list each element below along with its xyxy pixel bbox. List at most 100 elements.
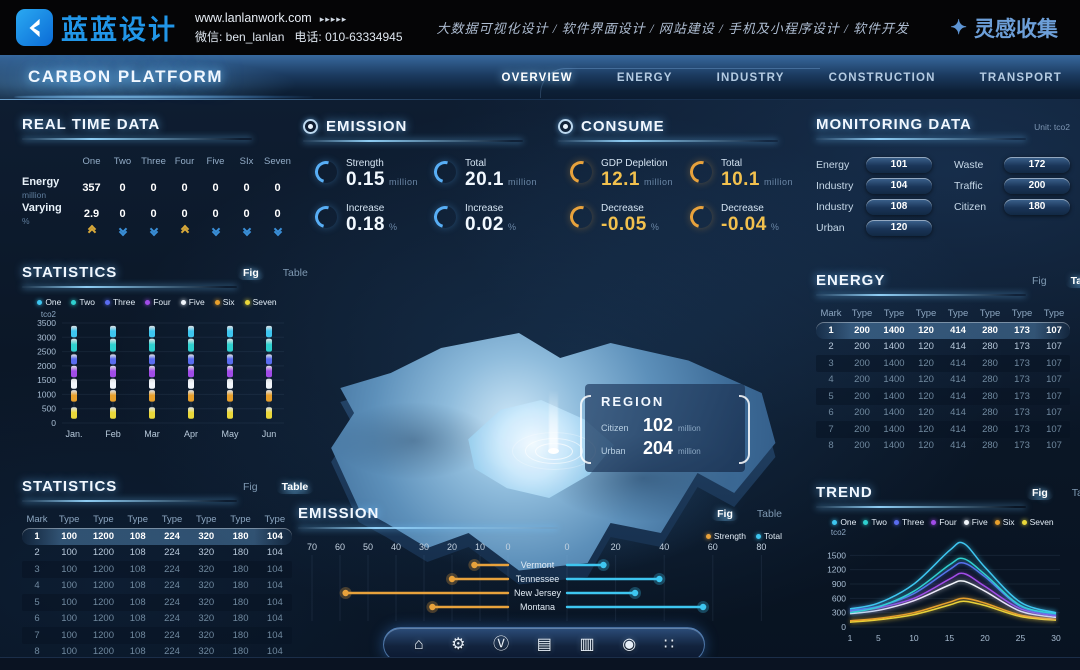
table-row[interactable]: 2 100 1200 108 224 320 180 104 bbox=[22, 545, 292, 562]
tab-fig[interactable]: Fig bbox=[1026, 486, 1054, 500]
collect-star-icon: ✦ bbox=[950, 17, 967, 39]
rt-value: 0 bbox=[274, 182, 281, 194]
apps-grid-icon[interactable]: ∷ bbox=[663, 635, 675, 653]
table-cell: 2 bbox=[34, 547, 40, 559]
y-tick-label: 600 bbox=[832, 593, 846, 603]
table-row[interactable]: 6 200 1400 120 414 280 173 107 bbox=[816, 405, 1070, 422]
x-tick-label: 20 bbox=[980, 633, 990, 643]
website-link[interactable]: www.lanlanwork.com bbox=[195, 10, 312, 25]
table-row[interactable]: 8 100 1200 108 224 320 180 104 bbox=[22, 644, 292, 661]
table-cell: 107 bbox=[1046, 423, 1062, 435]
beacon-beam bbox=[549, 390, 558, 452]
legend-item-four: Four bbox=[145, 297, 171, 307]
monitoring-label: Waste bbox=[954, 158, 984, 171]
region-stat-label: Citizen bbox=[601, 423, 629, 433]
table-cell: 180 bbox=[232, 530, 249, 542]
state-label: Tennessee bbox=[516, 574, 560, 584]
tab-table[interactable]: Table bbox=[1064, 274, 1080, 288]
tab-fig[interactable]: Fig bbox=[237, 266, 265, 280]
tab-table[interactable]: Table bbox=[275, 480, 315, 494]
table-cell: 414 bbox=[950, 407, 966, 419]
legend-label: Three bbox=[901, 517, 925, 527]
chart-window-icon[interactable]: ▥ bbox=[579, 635, 595, 653]
nav-tab-overview[interactable]: OVERVIEW bbox=[501, 71, 573, 84]
tab-fig[interactable]: Fig bbox=[711, 507, 739, 521]
dashboard-main: REGION Citizen 102 million Urban 204 million … bbox=[0, 100, 1080, 670]
left-axis-tick: 40 bbox=[391, 542, 401, 552]
table-row[interactable]: 5 100 1200 108 224 320 180 104 bbox=[22, 594, 292, 611]
y-tick-label: 1200 bbox=[827, 565, 846, 575]
table-cell: 108 bbox=[129, 613, 146, 625]
table-cell: 224 bbox=[164, 580, 180, 592]
metric-unit: % bbox=[388, 222, 398, 232]
segment-three bbox=[149, 354, 155, 365]
table-cell: 200 bbox=[854, 407, 870, 419]
table-cell: 8 bbox=[34, 646, 40, 658]
table-cell: 173 bbox=[1014, 423, 1030, 435]
legend-label: One bbox=[840, 517, 857, 527]
table-row[interactable]: 2 200 1400 120 414 280 173 107 bbox=[816, 339, 1070, 356]
table-cell: 120 bbox=[918, 374, 934, 386]
nav-tab-transport[interactable]: TRANSPORT bbox=[979, 71, 1062, 84]
right-axis-tick: 60 bbox=[708, 542, 718, 552]
panel-real-time-data: REAL TIME DATA One Two Three Four Five SIx Sev… bbox=[22, 116, 294, 237]
gear-icon[interactable]: ⚙ bbox=[451, 635, 466, 653]
rt-value: 0 bbox=[181, 182, 188, 194]
tab-fig[interactable]: Fig bbox=[1032, 275, 1047, 287]
state-label: Montana bbox=[520, 602, 555, 612]
table-cell: 104 bbox=[266, 646, 283, 658]
table-row[interactable]: 1 100 1200 108 224 320 180 104 bbox=[22, 528, 292, 545]
column-header: Type bbox=[1011, 307, 1033, 319]
tab-fig[interactable]: Fig bbox=[243, 481, 258, 493]
table-row[interactable]: 3 100 1200 108 224 320 180 104 bbox=[22, 561, 292, 578]
table-row[interactable]: 6 100 1200 108 224 320 180 104 bbox=[22, 611, 292, 628]
table-row[interactable]: 4 100 1200 108 224 320 180 104 bbox=[22, 578, 292, 595]
table-row[interactable]: 4 200 1400 120 414 280 173 107 bbox=[816, 372, 1070, 389]
nav-tab-construction[interactable]: CONSTRUCTION bbox=[828, 71, 936, 84]
home-icon[interactable]: ⌂ bbox=[413, 635, 424, 653]
state-label: Vermont bbox=[521, 560, 555, 570]
column-header: Type bbox=[947, 307, 969, 319]
segment-four bbox=[71, 365, 77, 378]
tab-table[interactable]: Table bbox=[756, 508, 782, 520]
table-cell: 180 bbox=[232, 646, 249, 658]
left-axis-tick: 30 bbox=[419, 542, 429, 552]
collect-link[interactable]: ✦ 灵感收集 bbox=[950, 13, 1058, 43]
nut-icon[interactable]: ◉ bbox=[622, 635, 637, 653]
rt-value: 0 bbox=[119, 208, 126, 220]
monitoring-label: Energy bbox=[816, 158, 850, 171]
y-tick-label: 3500 bbox=[37, 318, 56, 328]
table-row[interactable]: 1 200 1400 120 414 280 173 107 bbox=[816, 322, 1070, 339]
table-row[interactable]: 7 200 1400 120 414 280 173 107 bbox=[816, 421, 1070, 438]
beacon-marker[interactable] bbox=[548, 448, 559, 454]
nav-tab-energy[interactable]: ENERGY bbox=[616, 71, 673, 84]
title-underline bbox=[303, 140, 523, 142]
rt-value: 0 bbox=[150, 182, 157, 194]
table-row[interactable]: 5 200 1400 120 414 280 173 107 bbox=[816, 388, 1070, 405]
statistics-legend: One Two Three Four Five Six Seven bbox=[22, 297, 292, 307]
segment-two bbox=[110, 338, 116, 352]
monitoring-row: Urban 120 bbox=[816, 217, 932, 238]
table-cell: 100 bbox=[61, 580, 78, 592]
column-header: Type bbox=[883, 307, 905, 319]
table-row[interactable]: 8 200 1400 120 414 280 173 107 bbox=[816, 438, 1070, 455]
left-axis-tick: 70 bbox=[307, 542, 317, 552]
metric-value: 0.18% bbox=[346, 214, 398, 235]
table-row[interactable]: 7 100 1200 108 224 320 180 104 bbox=[22, 627, 292, 644]
nav-tab-industry[interactable]: INDUSTRY bbox=[716, 71, 785, 84]
monitoring-value-pill: 180 bbox=[1004, 198, 1070, 215]
table-row[interactable]: 3 200 1400 120 414 280 173 107 bbox=[816, 355, 1070, 372]
column-header: Type bbox=[161, 513, 183, 525]
tab-table[interactable]: Table bbox=[1071, 487, 1080, 499]
circle-v-icon[interactable]: Ⓥ bbox=[493, 635, 510, 653]
table-cell: 173 bbox=[1014, 390, 1030, 402]
region-stat-value: 204 bbox=[643, 438, 674, 458]
kiosk-icon[interactable]: ▤ bbox=[536, 635, 552, 653]
fig-table-toggle: Fig Table bbox=[1026, 274, 1080, 288]
tab-table[interactable]: Table bbox=[282, 267, 308, 279]
segment-seven bbox=[188, 407, 194, 419]
table-cell: 173 bbox=[1014, 341, 1030, 353]
legend-label: Five bbox=[188, 297, 205, 307]
title-underline bbox=[22, 500, 237, 502]
